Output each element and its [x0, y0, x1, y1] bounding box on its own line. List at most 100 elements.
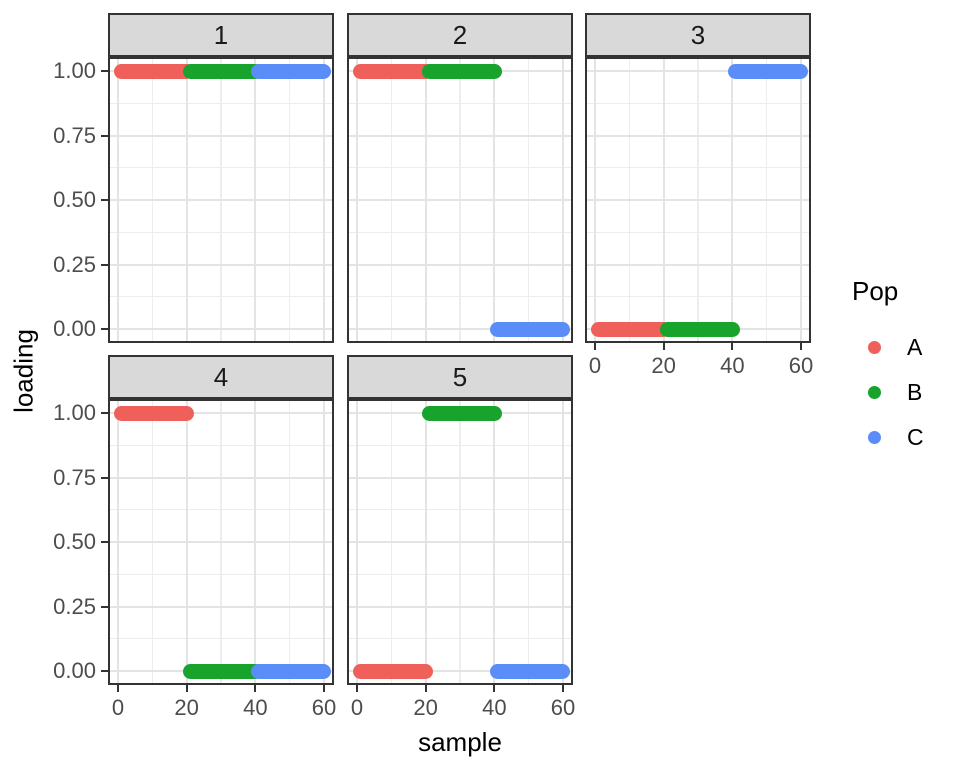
x-tick-label: 0: [111, 695, 125, 720]
y-tick-label: 1.00: [53, 58, 96, 83]
x-tick-mark: [185, 685, 188, 692]
data-segment-pop-C: [251, 663, 332, 679]
y-tick-mark: [101, 412, 108, 414]
y-tick-label: 0.50: [53, 187, 96, 212]
grid-major-hline: [585, 134, 811, 137]
y-tick-mark: [101, 670, 108, 672]
facet-strip-label: 5: [452, 361, 468, 392]
grid-major-hline: [347, 263, 573, 266]
grid-major-hline: [108, 199, 334, 201]
grid-major-hline: [347, 541, 573, 543]
x-tick-label: 40: [243, 695, 268, 720]
legend-label: B: [907, 378, 923, 405]
data-segment-pop-A: [113, 63, 195, 79]
data-segment-pop-C: [251, 63, 332, 79]
grid-minor-hline: [585, 167, 811, 169]
grid-minor-hline: [108, 444, 334, 446]
y-tick-label: 0.75: [53, 122, 96, 148]
legend-title: Pop: [852, 276, 899, 306]
grid-minor-hline: [108, 231, 334, 233]
facet-panel-1: [108, 57, 334, 343]
legend-label: A: [907, 333, 923, 360]
grid-major-hline: [347, 199, 573, 201]
y-tick-label: 0.50: [53, 529, 96, 554]
y-tick-mark: [101, 605, 108, 608]
data-segment-pop-C: [490, 663, 571, 679]
y-tick-mark: [101, 263, 108, 266]
y-tick-mark: [101, 199, 108, 201]
facet-strip-label: 3: [690, 19, 706, 50]
grid-major-hline: [108, 263, 334, 266]
data-segment-pop-C: [728, 63, 809, 79]
y-tick-label: 0.00: [53, 658, 96, 683]
facet-strip-1: 1: [108, 13, 334, 57]
grid-minor-hline: [585, 296, 811, 298]
y-tick-label: 0.25: [53, 251, 96, 277]
grid-minor-hline: [347, 102, 573, 104]
x-tick-label: 20: [174, 695, 199, 720]
facet-strip-2: 2: [347, 13, 573, 57]
legend-item-C: C: [864, 415, 960, 459]
facet-strip-5: 5: [347, 355, 573, 399]
data-segment-pop-B: [182, 63, 263, 79]
data-segment-pop-B: [421, 405, 502, 421]
grid-minor-hline: [347, 296, 573, 298]
x-tick-label: 40: [482, 695, 507, 720]
grid-major-hline: [347, 134, 573, 137]
x-tick-label: 20: [413, 695, 438, 720]
grid-major-hline: [347, 670, 573, 672]
x-tick-mark: [731, 343, 734, 350]
y-tick-mark: [101, 70, 108, 72]
data-segment-pop-A: [590, 321, 672, 337]
legend-swatch-A-icon: [868, 340, 881, 354]
grid-minor-hline: [347, 231, 573, 233]
data-segment-pop-B: [182, 663, 263, 679]
x-tick-label: 60: [311, 695, 337, 720]
y-tick-mark: [101, 328, 108, 330]
grid-major-hline: [108, 541, 334, 543]
data-segment-pop-A: [113, 405, 195, 421]
data-segment-pop-B: [659, 321, 740, 337]
grid-major-hline: [108, 134, 334, 137]
x-tick-mark: [117, 685, 119, 692]
legend-item-B: B: [864, 370, 960, 414]
x-axis-title: sample: [418, 727, 502, 757]
grid-minor-hline: [347, 573, 573, 575]
x-tick-mark: [662, 343, 665, 350]
x-tick-mark: [323, 685, 325, 692]
grid-minor-hline: [108, 638, 334, 640]
grid-minor-hline: [347, 167, 573, 169]
facet-strip-4: 4: [108, 355, 334, 399]
x-tick-label: 0: [350, 695, 364, 720]
grid-major-hline: [585, 70, 811, 72]
facet-strip-label: 2: [452, 19, 468, 50]
grid-major-hline: [108, 328, 334, 330]
grid-major-hline: [585, 263, 811, 266]
facet-strip-label: 4: [213, 361, 229, 392]
legend-item-A: A: [864, 325, 960, 369]
x-tick-label: 0: [588, 353, 602, 378]
grid-major-hline: [585, 199, 811, 201]
grid-minor-hline: [108, 102, 334, 104]
data-segment-pop-A: [352, 663, 434, 679]
grid-major-hline: [347, 605, 573, 608]
facet-panel-2: [347, 57, 573, 343]
x-tick-mark: [493, 685, 496, 692]
grid-major-hline: [108, 605, 334, 608]
x-tick-mark: [594, 343, 596, 350]
y-tick-label: 0.00: [53, 316, 96, 341]
y-tick-mark: [101, 134, 108, 137]
grid-major-hline: [108, 412, 334, 414]
grid-minor-hline: [347, 638, 573, 640]
grid-minor-hline: [108, 509, 334, 511]
legend-swatch-B-icon: [868, 385, 881, 399]
grid-major-hline: [347, 476, 573, 479]
legend-swatch-C-icon: [868, 430, 881, 444]
grid-minor-hline: [585, 231, 811, 233]
x-tick-mark: [562, 685, 564, 692]
x-tick-mark: [424, 685, 427, 692]
x-tick-label: 60: [788, 353, 814, 378]
x-tick-mark: [800, 343, 802, 350]
facet-panel-3: [585, 57, 811, 343]
